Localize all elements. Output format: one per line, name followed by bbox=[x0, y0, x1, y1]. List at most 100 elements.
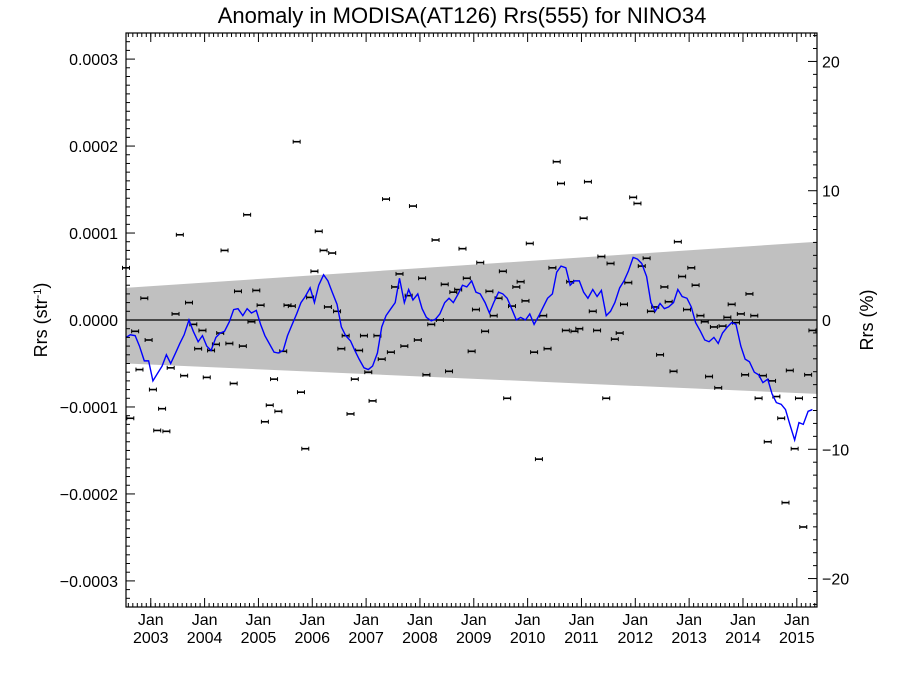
data-point bbox=[359, 333, 368, 338]
y-left-tick-label: 0.0001 bbox=[69, 226, 118, 243]
data-point bbox=[260, 419, 269, 424]
y-axis-left: 0.0003 0.0002 0.0001 0.0000 −0.0001 −0.0002 −0… bbox=[60, 32, 135, 608]
data-point bbox=[593, 328, 602, 333]
data-point bbox=[274, 409, 283, 414]
data-point bbox=[597, 254, 606, 259]
data-point bbox=[543, 346, 552, 351]
x-tick-label-month: Jan bbox=[730, 612, 756, 629]
x-tick-label-month: Jan bbox=[192, 612, 218, 629]
confidence-band-layer bbox=[126, 241, 817, 394]
data-point bbox=[624, 280, 633, 285]
data-point bbox=[158, 406, 167, 411]
data-point bbox=[225, 341, 234, 346]
x-tick-label-year: 2014 bbox=[725, 630, 761, 647]
data-point bbox=[763, 439, 772, 444]
data-point bbox=[534, 457, 543, 462]
data-point bbox=[418, 276, 427, 281]
x-tick-label-year: 2007 bbox=[348, 630, 384, 647]
data-point bbox=[583, 179, 592, 184]
data-point bbox=[238, 344, 247, 349]
data-point bbox=[521, 298, 530, 303]
data-point bbox=[723, 315, 732, 320]
x-tick-label-month: Jan bbox=[676, 612, 702, 629]
data-point bbox=[633, 201, 642, 206]
data-point bbox=[673, 239, 682, 244]
y-axis-left-label: Rrs (str-1) bbox=[31, 283, 51, 358]
data-point bbox=[458, 246, 467, 251]
data-point bbox=[781, 500, 790, 505]
data-point bbox=[485, 289, 494, 294]
data-point bbox=[557, 181, 566, 186]
data-point bbox=[292, 139, 301, 144]
data-point bbox=[350, 377, 359, 382]
data-point bbox=[382, 197, 391, 202]
data-point bbox=[140, 296, 149, 301]
data-point bbox=[296, 390, 305, 395]
x-tick-label-year: 2013 bbox=[671, 630, 707, 647]
data-point bbox=[503, 396, 512, 401]
data-point bbox=[530, 350, 539, 355]
x-tick-label-month: Jan bbox=[407, 612, 433, 629]
data-point bbox=[678, 274, 687, 279]
data-point bbox=[808, 328, 817, 333]
data-point bbox=[687, 265, 696, 270]
data-point bbox=[175, 232, 184, 237]
data-point bbox=[247, 319, 256, 324]
data-point bbox=[804, 372, 813, 377]
data-point bbox=[548, 265, 557, 270]
data-point bbox=[709, 324, 718, 329]
data-point bbox=[422, 372, 431, 377]
y-right-tick-label: −20 bbox=[822, 572, 849, 589]
data-point bbox=[395, 271, 404, 276]
data-point bbox=[718, 324, 727, 329]
x-tick-label-month: Jan bbox=[353, 612, 379, 629]
x-tick-label-month: Jan bbox=[461, 612, 487, 629]
trend-line-layer bbox=[125, 256, 813, 443]
data-point bbox=[691, 283, 700, 288]
data-point bbox=[579, 216, 588, 221]
data-point bbox=[682, 307, 691, 312]
data-point bbox=[467, 349, 476, 354]
data-point bbox=[498, 269, 507, 274]
x-tick-label-month: Jan bbox=[246, 612, 272, 629]
data-point bbox=[445, 369, 454, 374]
data-point bbox=[642, 256, 651, 261]
data-point bbox=[508, 304, 517, 309]
data-point bbox=[400, 344, 409, 349]
x-tick-label-year: 2010 bbox=[510, 630, 546, 647]
x-tick-label-year: 2012 bbox=[618, 630, 654, 647]
x-tick-label-year: 2009 bbox=[456, 630, 492, 647]
data-point bbox=[162, 429, 171, 434]
data-point bbox=[660, 284, 669, 289]
data-point bbox=[561, 328, 570, 333]
data-point bbox=[314, 229, 323, 234]
data-point bbox=[337, 346, 346, 351]
data-point bbox=[220, 248, 229, 253]
data-point bbox=[126, 416, 135, 421]
data-point bbox=[427, 322, 436, 327]
data-point bbox=[745, 291, 754, 296]
data-point bbox=[449, 290, 458, 295]
data-point bbox=[696, 313, 705, 318]
data-point bbox=[328, 251, 337, 256]
x-tick-label-month: Jan bbox=[622, 612, 648, 629]
x-tick-label-month: Jan bbox=[138, 612, 164, 629]
data-point bbox=[233, 289, 242, 294]
y-left-tick-label: 0.0002 bbox=[69, 139, 118, 156]
data-point bbox=[790, 446, 799, 451]
data-point bbox=[287, 304, 296, 309]
data-point bbox=[525, 241, 534, 246]
data-point bbox=[377, 357, 386, 362]
data-point bbox=[413, 338, 422, 343]
data-point bbox=[471, 307, 480, 312]
data-point bbox=[431, 237, 440, 242]
y-axis-left-label-sup: -1 bbox=[32, 289, 44, 299]
data-point bbox=[489, 313, 498, 318]
data-point bbox=[198, 328, 207, 333]
data-point bbox=[202, 375, 211, 380]
y-axis-right: 20 10 0 −10 −20 bbox=[808, 35, 849, 605]
y-axis-left-label-end: ) bbox=[31, 283, 51, 289]
data-point bbox=[575, 326, 584, 331]
x-tick-label-year: 2011 bbox=[564, 630, 599, 647]
